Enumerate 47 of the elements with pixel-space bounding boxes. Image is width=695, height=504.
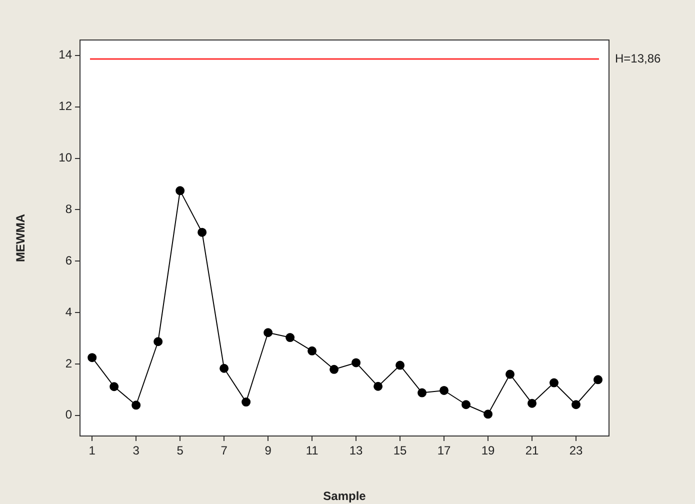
y-axis-title: MEWMA [14, 214, 28, 262]
x-tick-label: 21 [525, 444, 540, 458]
x-tick-label: 15 [393, 444, 408, 458]
point [264, 328, 273, 338]
point [352, 358, 361, 368]
point [528, 398, 537, 408]
point [308, 346, 317, 356]
x-tick-label: 11 [306, 444, 319, 458]
point [286, 333, 295, 342]
point [154, 337, 163, 346]
x-tick-label: 13 [349, 444, 364, 458]
point [462, 400, 471, 410]
point [198, 228, 207, 237]
y-tick-label: 0 [65, 408, 72, 422]
y-tick-label: 10 [58, 150, 72, 165]
point [110, 382, 119, 392]
point [242, 398, 251, 407]
x-tick-label: 3 [132, 444, 140, 458]
point [220, 364, 229, 373]
y-tick-label: 8 [65, 202, 72, 216]
point [440, 386, 449, 395]
y-tick-label: 4 [65, 304, 72, 319]
point [506, 370, 515, 379]
point [418, 388, 427, 398]
point [484, 410, 493, 419]
point [572, 400, 581, 410]
point [176, 186, 185, 196]
x-tick-label: 7 [220, 444, 228, 458]
ref-line-label: H=13,86 [615, 51, 662, 66]
y-tick-label: 12 [58, 99, 72, 114]
point [594, 375, 602, 384]
x-tick-label: 17 [437, 444, 452, 458]
point [330, 364, 339, 374]
y-tick-label: 6 [65, 253, 72, 268]
point [396, 360, 405, 370]
point [132, 400, 141, 410]
x-axis-title: Sample [323, 489, 366, 504]
x-tick-label: 5 [176, 444, 184, 458]
point [88, 353, 97, 362]
x-tick-label: 19 [481, 444, 496, 458]
x-tick-label: 1 [88, 444, 96, 458]
x-tick-label: 9 [264, 444, 272, 458]
point [550, 378, 559, 388]
x-tick-label: 23 [569, 444, 583, 458]
y-tick-label: 14 [58, 48, 72, 62]
y-tick-label: 2 [65, 356, 72, 370]
point [374, 382, 383, 391]
